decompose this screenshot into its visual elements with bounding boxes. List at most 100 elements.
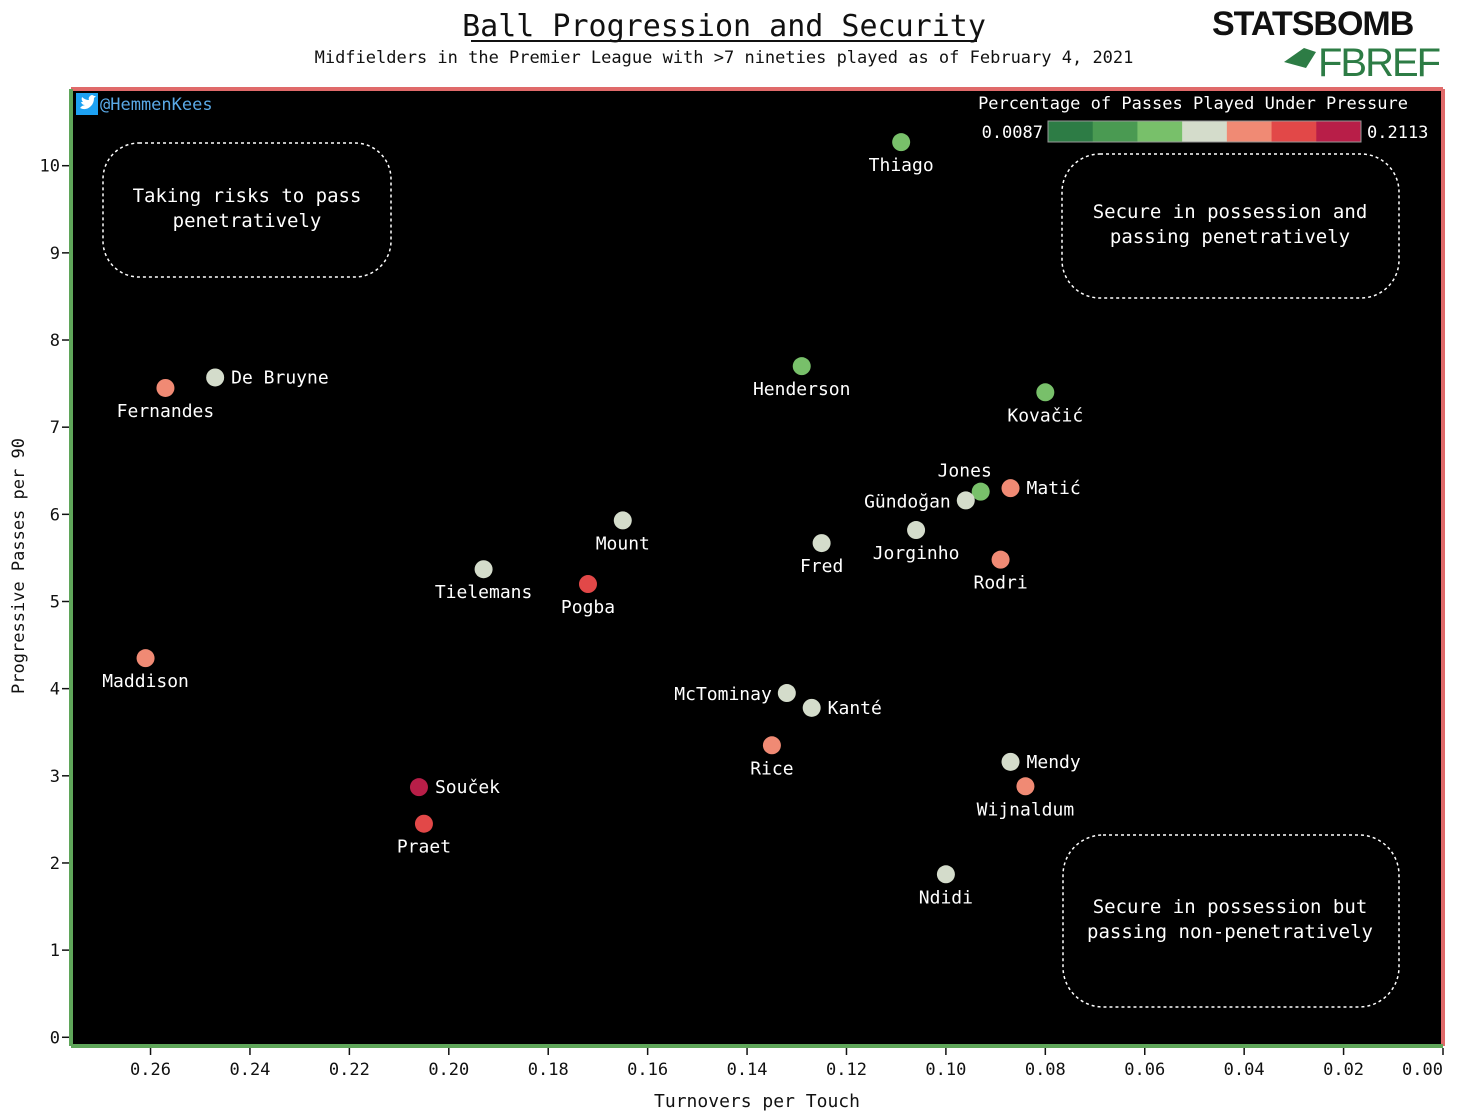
player-point-group[interactable]: Henderson: [753, 357, 851, 400]
colorbar-swatch: [1137, 121, 1183, 142]
player-point[interactable]: [474, 560, 493, 579]
player-label: Jorginho: [873, 543, 960, 564]
y-tick-label: 0: [50, 1028, 60, 1048]
player-label: Ndidi: [919, 887, 973, 908]
y-tick-label: 9: [50, 244, 60, 264]
player-point-group[interactable]: Ndidi: [919, 865, 973, 908]
player-point[interactable]: [409, 778, 428, 797]
player-point[interactable]: [892, 133, 911, 152]
player-point[interactable]: [1036, 383, 1055, 402]
y-tick-label: 6: [50, 505, 60, 525]
player-point-group[interactable]: Fred: [800, 534, 843, 577]
player-point[interactable]: [1001, 479, 1020, 498]
player-point-group[interactable]: McTominay: [674, 684, 796, 705]
player-label: Jones: [938, 461, 992, 482]
player-point[interactable]: [936, 865, 955, 884]
quadrant-note-top-right: Secure in possession and passing penetra…: [1061, 153, 1400, 299]
colorbar-min-label: 0.0087: [982, 123, 1043, 143]
player-point[interactable]: [156, 378, 175, 397]
colorbar-swatch: [1271, 121, 1317, 142]
player-label: Maddison: [102, 671, 189, 692]
player-label: Wijnaldum: [977, 799, 1075, 820]
fbref-logo: FBREF: [1284, 41, 1442, 85]
y-tick-label: 7: [50, 418, 60, 438]
x-axis: 0.26 0.24 0.22 0.20 0.18 0.16 0.14 0.12 0.10 0.08…: [130, 1048, 1444, 1080]
player-point[interactable]: [1001, 752, 1020, 771]
player-point-group[interactable]: Kanté: [802, 698, 882, 719]
x-axis-label: Turnovers per Touch: [654, 1091, 860, 1112]
player-label: Praet: [397, 837, 451, 858]
player-point-group[interactable]: Maddison: [102, 649, 189, 692]
fbref-leaf-icon: [1284, 48, 1316, 68]
player-point-group[interactable]: Mendy: [1001, 752, 1081, 773]
y-tick-label: 5: [50, 592, 60, 612]
twitter-bird-glyph: [80, 95, 96, 110]
player-point-group[interactable]: Matić: [1001, 478, 1081, 499]
player-label: Souček: [435, 777, 500, 798]
x-tick-label: 0.26: [130, 1060, 171, 1080]
player-point-group[interactable]: De Bruyne: [206, 367, 329, 388]
player-point[interactable]: [1016, 777, 1035, 796]
twitter-credit[interactable]: @HemmenKees: [76, 93, 213, 115]
player-point-group[interactable]: Praet: [397, 814, 451, 858]
colorbar-swatch: [1316, 121, 1362, 142]
player-point-group[interactable]: Thiago: [869, 133, 934, 176]
y-tick-label: 3: [50, 767, 60, 787]
player-label: De Bruyne: [231, 367, 329, 388]
player-point-group[interactable]: Wijnaldum: [977, 777, 1075, 820]
player-point[interactable]: [613, 511, 632, 530]
y-axis-label: Progressive Passes per 90: [9, 438, 29, 694]
player-label: Tielemans: [435, 582, 533, 603]
player-point-group[interactable]: Rodri: [973, 550, 1028, 594]
player-label: McTominay: [674, 684, 772, 705]
player-point-group[interactable]: Kovačić: [1007, 383, 1083, 426]
player-point-group[interactable]: Gündoğan: [864, 491, 975, 512]
player-point[interactable]: [414, 814, 433, 833]
player-label: Kanté: [828, 698, 882, 719]
x-tick-label: 0.10: [925, 1060, 966, 1080]
x-tick-label: 0.18: [528, 1060, 569, 1080]
player-point[interactable]: [956, 491, 975, 510]
player-point[interactable]: [812, 534, 831, 553]
quadrant-note-line2: passing penetratively: [1110, 226, 1350, 248]
player-label: Gündoğan: [864, 491, 951, 512]
player-point[interactable]: [907, 521, 926, 540]
player-point[interactable]: [802, 698, 821, 717]
statsbomb-logo-text: STATSBOMB: [1212, 5, 1414, 43]
x-tick-label: 0.12: [826, 1060, 867, 1080]
player-point[interactable]: [206, 368, 225, 387]
x-tick-label: 0.20: [428, 1060, 469, 1080]
player-point[interactable]: [792, 357, 811, 376]
colorbar: Percentage of Passes Played Under Pressu…: [978, 94, 1428, 143]
quadrant-box: [1061, 153, 1400, 299]
x-tick-label: 0.24: [229, 1060, 270, 1080]
player-point[interactable]: [762, 736, 781, 755]
quadrant-box: [102, 142, 392, 278]
quadrant-note-line1: Secure in possession but: [1093, 896, 1368, 918]
player-point-group[interactable]: Mount: [596, 511, 650, 554]
player-point-group[interactable]: Pogba: [561, 575, 615, 618]
player-point[interactable]: [971, 482, 990, 501]
player-label: Fred: [800, 556, 843, 577]
x-tick-label: 0.02: [1323, 1060, 1364, 1080]
player-point-group[interactable]: Souček: [409, 777, 500, 798]
player-point-group[interactable]: Jorginho: [873, 521, 960, 564]
player-point[interactable]: [578, 575, 597, 594]
x-tick-label: 0.00: [1402, 1060, 1443, 1080]
player-point-group[interactable]: Tielemans: [435, 560, 533, 603]
quadrant-note-bottom-right: Secure in possession but passing non-pen…: [1062, 834, 1400, 1008]
player-point[interactable]: [991, 550, 1010, 569]
player-point[interactable]: [136, 649, 155, 668]
y-tick-label: 1: [50, 941, 60, 961]
fbref-logo-text: FBREF: [1318, 41, 1440, 85]
x-tick-label: 0.06: [1124, 1060, 1165, 1080]
y-tick-label: 8: [50, 331, 60, 351]
x-tick-label: 0.16: [627, 1060, 668, 1080]
player-point[interactable]: [777, 684, 796, 703]
quadrant-note-line2: penetratively: [173, 210, 322, 232]
player-label: Henderson: [753, 379, 851, 400]
player-point-group[interactable]: Jones: [938, 461, 992, 501]
player-point-group[interactable]: Rice: [750, 736, 794, 779]
player-point-group[interactable]: Fernandes: [117, 378, 215, 422]
